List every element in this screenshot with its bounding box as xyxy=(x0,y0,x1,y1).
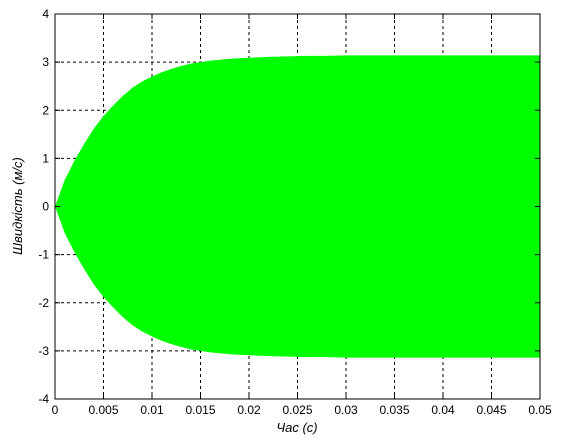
y-tick-label: 1 xyxy=(42,151,49,165)
y-tick-label: -2 xyxy=(38,296,49,310)
y-axis-label: Швидкість (м/с) xyxy=(10,157,25,255)
x-tick-label: 0.05 xyxy=(528,403,552,417)
series-envelope-area xyxy=(55,55,540,358)
y-tick-label: -4 xyxy=(38,392,49,406)
y-tick-label: 4 xyxy=(42,7,49,21)
x-tick-label: 0.015 xyxy=(185,403,215,417)
y-tick-label: 0 xyxy=(42,200,49,214)
x-tick-label: 0.01 xyxy=(140,403,164,417)
y-tick-label: -3 xyxy=(38,344,49,358)
y-tick-label: 2 xyxy=(42,103,49,117)
x-tick-label: 0.045 xyxy=(476,403,506,417)
x-tick-label: 0.025 xyxy=(282,403,312,417)
x-axis-label: Час (с) xyxy=(276,420,317,435)
y-tick-label: 3 xyxy=(42,55,49,69)
ticks: 0 0.005 0.01 0.015 0.02 0.025 0.03 0.035 0.04 0.0… xyxy=(38,7,552,417)
x-tick-label: 0.04 xyxy=(431,403,455,417)
y-tick-label: -1 xyxy=(38,248,49,262)
x-tick-label: 0.005 xyxy=(88,403,118,417)
x-tick-label: 0.035 xyxy=(379,403,409,417)
x-tick-label: 0 xyxy=(52,403,59,417)
x-tick-label: 0.03 xyxy=(334,403,358,417)
x-tick-label: 0.02 xyxy=(237,403,261,417)
